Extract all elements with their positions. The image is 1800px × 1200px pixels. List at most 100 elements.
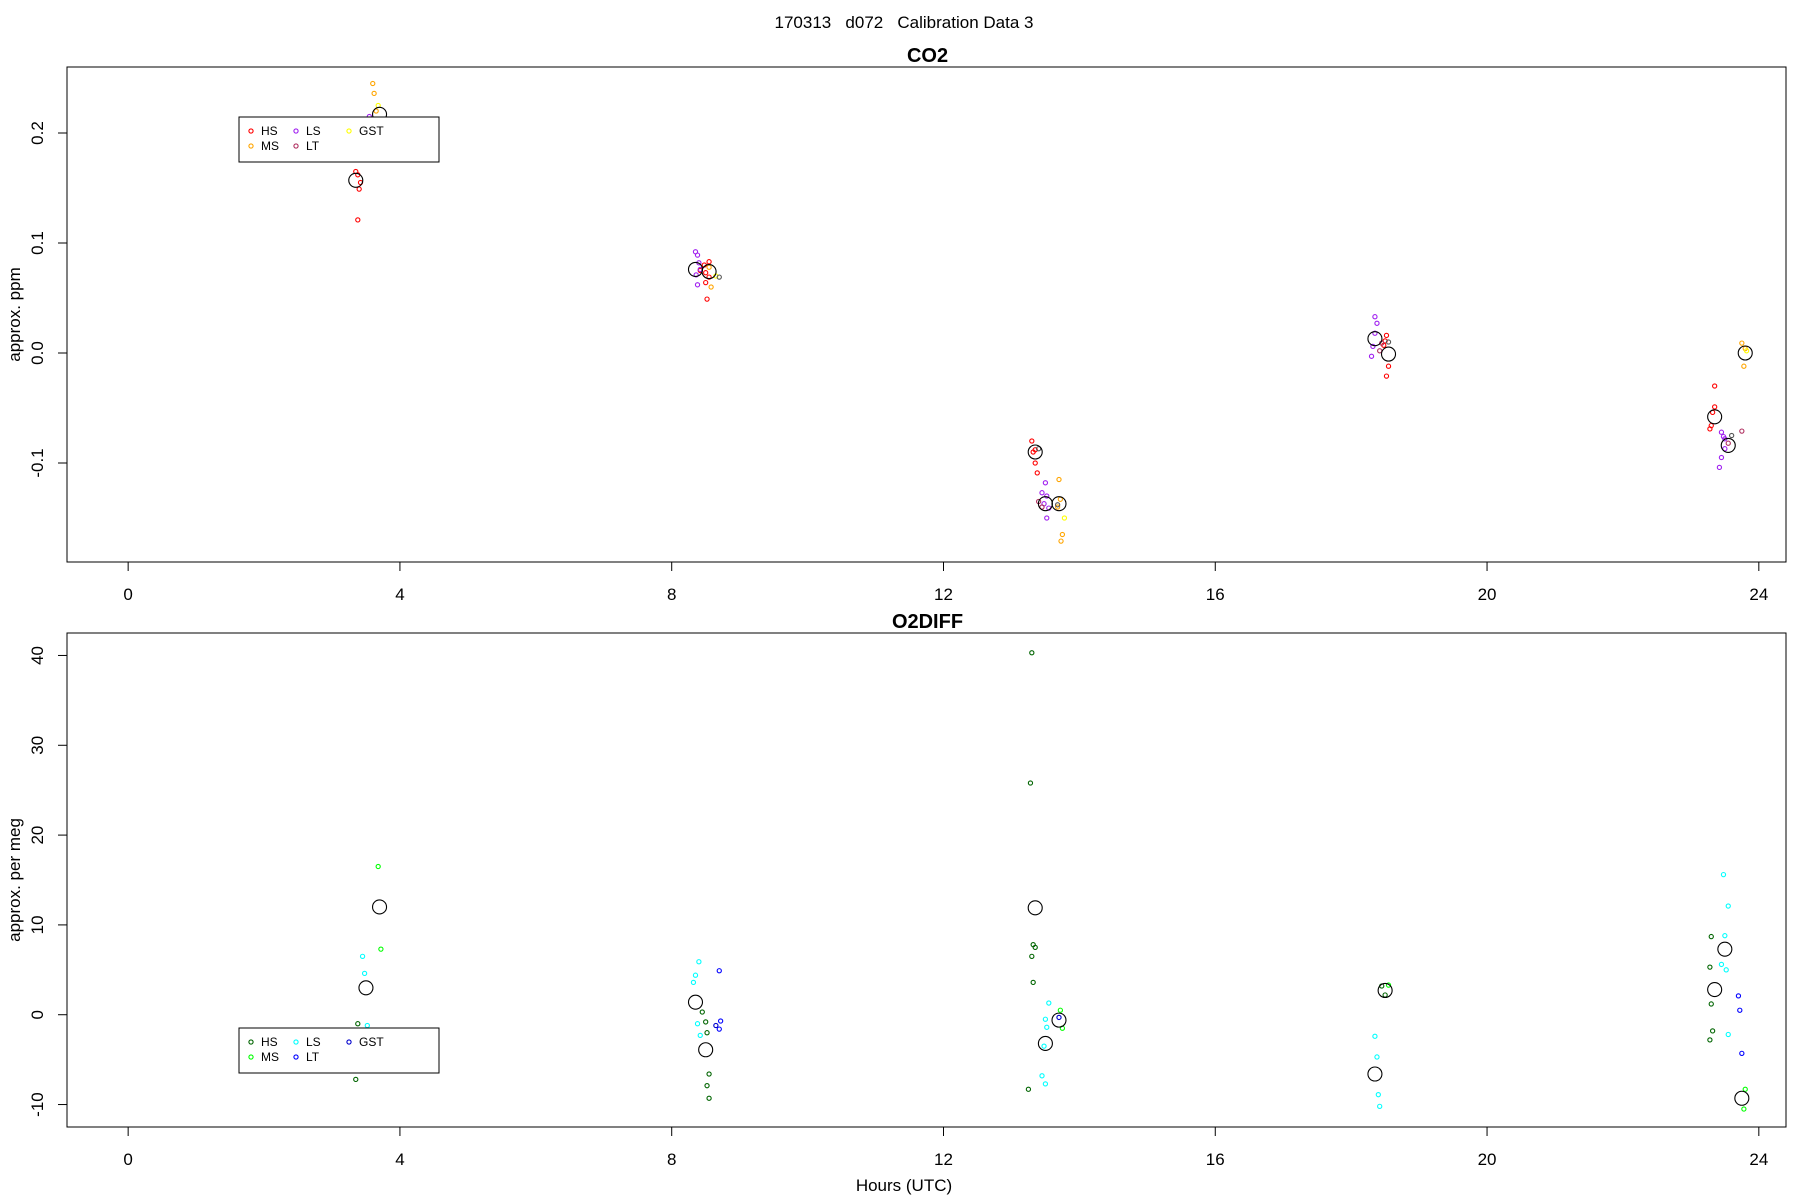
y-tick-label: 0: [28, 1010, 47, 1019]
data-point: [1723, 967, 1729, 973]
data-point: [704, 1083, 710, 1089]
data-point: [359, 953, 366, 959]
x-tick-label: 12: [934, 1150, 953, 1169]
mean-point: [687, 994, 704, 1010]
data-point: [716, 1026, 722, 1032]
data-point: [1372, 1033, 1378, 1039]
series-other: [716, 274, 1735, 508]
data-point: [1372, 314, 1378, 320]
legend-marker: [248, 143, 254, 149]
data-point: [1722, 933, 1728, 939]
data-point: [1039, 504, 1045, 510]
data-point: [1057, 1007, 1064, 1013]
data-point: [1054, 502, 1061, 508]
x-tick-label: 4: [395, 585, 404, 604]
legend-marker: [346, 1039, 352, 1045]
y-tick-label: 20: [28, 826, 47, 845]
x-tick-label: 16: [1206, 1150, 1225, 1169]
mean-markers: [348, 106, 1753, 512]
legend-marker: [293, 128, 299, 134]
data-point: [1382, 992, 1388, 998]
data-point: [706, 274, 712, 280]
data-point: [704, 1030, 710, 1036]
mean-point: [1720, 437, 1736, 453]
data-point: [1058, 538, 1064, 544]
mean-point: [1037, 1035, 1053, 1052]
data-point: [703, 1019, 709, 1025]
data-point: [1735, 993, 1742, 999]
data-point: [1046, 1000, 1052, 1006]
data-point: [708, 284, 714, 290]
data-point: [355, 217, 361, 223]
data-point: [716, 274, 722, 280]
legend-label: GST: [359, 1035, 384, 1049]
data-point: [716, 968, 722, 974]
data-point: [1712, 404, 1718, 410]
data-point: [692, 972, 699, 978]
data-point: [1383, 332, 1390, 339]
x-tick-label: 4: [395, 1150, 404, 1169]
legend-label: HS: [261, 1035, 278, 1049]
y-tick-label: -0.1: [28, 448, 47, 477]
data-point: [1385, 363, 1392, 369]
legend-label: LS: [306, 1035, 321, 1049]
x-tick-label: 24: [1749, 1150, 1768, 1169]
data-point: [1027, 780, 1034, 786]
data-point: [1030, 979, 1036, 986]
panel-title: CO2: [907, 45, 948, 67]
data-point: [1025, 1086, 1032, 1092]
data-point: [703, 279, 709, 286]
data-point: [1718, 454, 1725, 461]
mean-point: [1734, 1090, 1750, 1106]
data-point: [1728, 432, 1735, 439]
data-point: [706, 1095, 712, 1101]
x-tick-label: 24: [1749, 585, 1768, 604]
mean-point: [698, 1042, 714, 1058]
mean-point: [1377, 982, 1393, 999]
data-point: [353, 1076, 359, 1083]
mean-point: [1717, 941, 1733, 957]
data-point: [1741, 363, 1747, 369]
data-point: [1718, 429, 1725, 435]
data-point: [378, 946, 384, 952]
mean-point: [1707, 409, 1723, 425]
mean-point: [1051, 1012, 1067, 1028]
series-ms: [370, 80, 1748, 544]
legend-label: LS: [306, 124, 321, 138]
data-point: [1372, 330, 1378, 336]
data-point: [361, 970, 368, 977]
data-point: [1377, 348, 1383, 354]
x-tick-label: 8: [667, 585, 676, 604]
series-gst: [375, 102, 1750, 521]
data-point: [1718, 961, 1725, 968]
series-gst: [713, 1014, 1062, 1029]
series-ls: [363, 113, 1728, 521]
data-point: [706, 259, 712, 265]
data-point: [1061, 515, 1068, 521]
data-point: [1739, 428, 1745, 434]
series-hs: [353, 650, 1716, 1101]
mean-point: [1027, 900, 1043, 916]
mean-point: [371, 899, 388, 915]
data-point: [1034, 470, 1040, 476]
y-axis-label: approx. ppm: [5, 267, 24, 362]
legend-marker: [293, 143, 299, 149]
data-point: [1044, 515, 1050, 521]
mean-markers: [358, 899, 1750, 1106]
data-point: [1725, 903, 1731, 909]
data-point: [1044, 493, 1050, 499]
data-point: [694, 282, 701, 288]
data-point: [1716, 464, 1723, 471]
data-point: [1056, 1014, 1062, 1021]
mean-point: [1380, 346, 1397, 362]
mean-point: [1737, 345, 1753, 361]
data-point: [1032, 944, 1038, 951]
data-point: [370, 80, 376, 87]
legend-box: [238, 1027, 440, 1074]
data-point: [706, 1071, 712, 1077]
legend-label: HS: [261, 124, 278, 138]
